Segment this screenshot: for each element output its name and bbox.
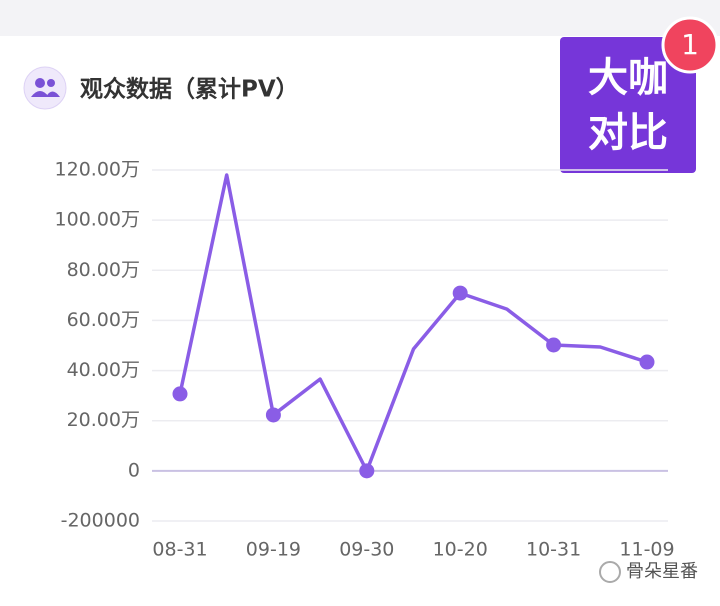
x-tick-label: 10-20 <box>433 539 488 561</box>
watermark: 骨朵星番 <box>626 561 698 582</box>
section-title: 观众数据（累计PV） <box>80 76 299 103</box>
point <box>639 354 655 370</box>
y-tick-label: -200000 <box>61 510 140 532</box>
watermark-icon <box>599 561 621 583</box>
title-icon <box>23 66 67 110</box>
people-icon <box>31 78 60 97</box>
compare-badge[interactable] <box>560 37 696 173</box>
y-tick-label: 60.00万 <box>67 309 140 331</box>
x-tick-label: 09-30 <box>339 539 394 561</box>
plot: -200000 0 20.00万 40.00万 60.00万 80.00万 100.00万 1… <box>55 159 675 561</box>
y-tick-label: 40.00万 <box>67 359 140 381</box>
notification-dot <box>661 16 719 74</box>
x-tick-label: 10-31 <box>526 539 581 561</box>
point <box>265 407 281 423</box>
point <box>172 386 188 402</box>
badge-line2: 对比 <box>588 110 668 156</box>
x-tick-label: 09-19 <box>246 539 301 561</box>
y-tick-label: 20.00万 <box>67 409 140 431</box>
notification-count: 1 <box>681 28 699 61</box>
line <box>178 173 648 473</box>
top-band <box>0 0 720 36</box>
y-tick-label: 80.00万 <box>67 259 140 281</box>
y-tick-label: 0 <box>128 459 140 481</box>
x-tick-label: 11-09 <box>619 539 674 561</box>
x-tick-label: 08-31 <box>152 539 207 561</box>
y-tick-label: 120.00万 <box>55 159 140 181</box>
point <box>546 337 562 353</box>
point <box>359 463 375 479</box>
badge-line1: 大咖 <box>588 55 668 101</box>
y-tick-label: 100.00万 <box>55 209 140 231</box>
point <box>452 285 468 301</box>
